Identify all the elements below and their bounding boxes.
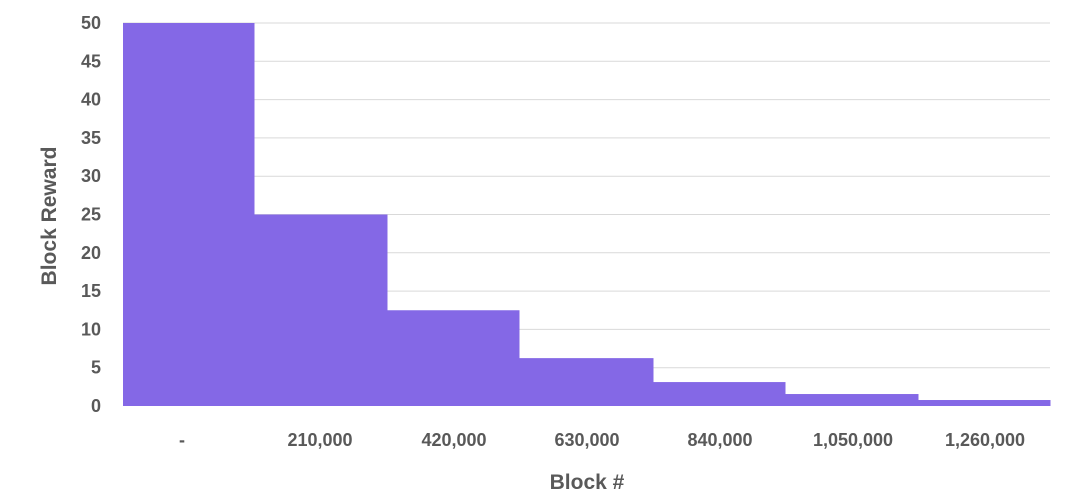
x-tick-label: 1,260,000 (945, 430, 1025, 450)
reward-step (519, 358, 654, 406)
x-tick-label: 1,050,000 (813, 430, 893, 450)
reward-step (254, 214, 388, 406)
x-axis-ticks: - 210,000 420,000 630,000 840,000 1,050,000 1,… (179, 430, 1025, 450)
y-tick-label: 5 (91, 358, 101, 378)
y-tick-label: 30 (81, 166, 101, 186)
y-tick-label: 0 (91, 396, 101, 416)
y-tick-label: 20 (81, 243, 101, 263)
y-tick-label: 35 (81, 128, 101, 148)
y-tick-label: 15 (81, 281, 101, 301)
x-tick-label: 420,000 (421, 430, 486, 450)
reward-step (918, 400, 1051, 406)
reward-step (785, 394, 919, 406)
y-tick-label: 45 (81, 51, 101, 71)
y-axis-ticks: 0 5 10 15 20 25 30 35 40 45 50 (81, 13, 101, 416)
y-tick-label: 50 (81, 13, 101, 33)
x-tick-label: - (179, 430, 185, 450)
x-axis-title: Block # (550, 471, 625, 494)
y-tick-label: 40 (81, 90, 101, 110)
x-tick-label: 840,000 (687, 430, 752, 450)
reward-step (653, 382, 786, 406)
y-axis-title: Block Reward (38, 147, 61, 286)
y-tick-label: 10 (81, 319, 101, 339)
reward-area (123, 23, 1051, 406)
reward-step (123, 23, 255, 406)
y-tick-label: 25 (81, 205, 101, 225)
x-tick-label: 630,000 (554, 430, 619, 450)
reward-step (387, 310, 520, 406)
x-tick-label: 210,000 (287, 430, 352, 450)
